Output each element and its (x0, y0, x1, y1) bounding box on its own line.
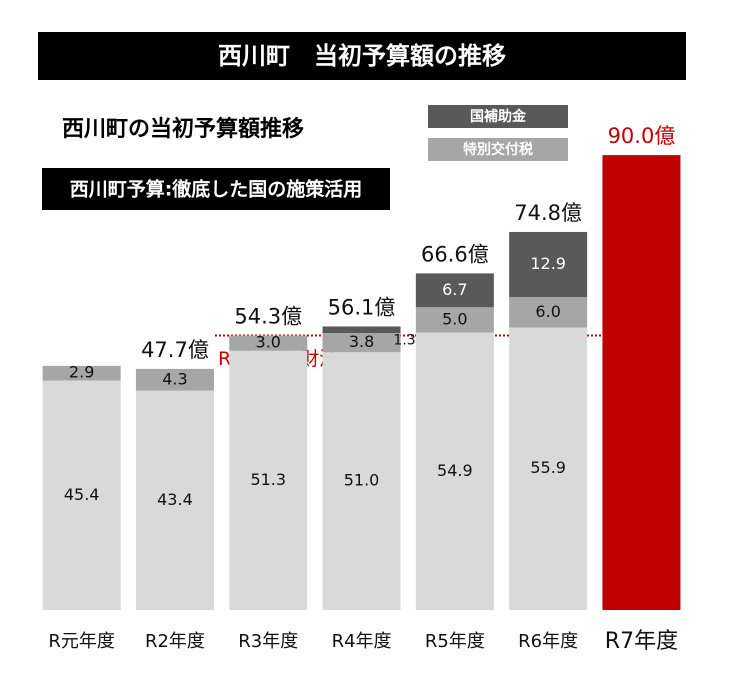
segment-label: 51.3 (250, 470, 286, 489)
segment-label: 45.4 (64, 485, 100, 504)
segment-label: 54.9 (437, 461, 473, 480)
segment-label: 55.9 (530, 458, 566, 477)
total-label: 56.1億 (328, 295, 396, 319)
segment-label: 4.3 (162, 369, 187, 388)
bar-segment (42, 380, 121, 610)
legend-label: 特別交付税 (463, 141, 533, 158)
bar-segment (135, 390, 214, 610)
legend-swatch (428, 105, 568, 128)
segment-label: 6.7 (442, 280, 467, 299)
bar-segment (229, 335, 308, 351)
segment-label: 6.0 (535, 302, 560, 321)
segment-label: 2.9 (69, 363, 94, 382)
banner-box (42, 168, 390, 210)
chart-title: 西川町 当初予算額の推移 (218, 42, 506, 70)
bar-segment (322, 352, 401, 610)
x-tick-label: R4年度 (332, 631, 392, 652)
bar-segment (229, 350, 308, 610)
banner-text: 西川町予算:徹底した国の施策活用 (70, 178, 363, 201)
bar-segment (42, 365, 121, 381)
segment-label: 43.4 (157, 490, 193, 509)
segment-label: 12.9 (530, 254, 566, 273)
segment-label: 3.0 (256, 333, 281, 352)
bar-segment (322, 326, 401, 334)
total-label: 66.6億 (421, 242, 489, 266)
bar-segment (135, 368, 214, 391)
x-tick-label: R6年度 (518, 631, 578, 652)
title-banner (38, 32, 686, 80)
legend-label: 国補助金 (470, 108, 527, 125)
x-tick-label: R2年度 (145, 631, 205, 652)
bar-segment (415, 332, 494, 610)
segment-label: 5.0 (442, 309, 467, 328)
x-tick-label: R5年度 (425, 631, 485, 652)
segment-label: 51.0 (344, 471, 380, 490)
total-label: 54.3億 (234, 305, 302, 329)
bar-segment (509, 231, 588, 298)
bar-segment (415, 273, 494, 308)
bar-segment (415, 307, 494, 333)
bar-segment (509, 327, 588, 610)
segment-label: 3.8 (349, 332, 374, 351)
bar-segment (602, 155, 681, 610)
x-tick-label: R7年度 (605, 629, 678, 654)
subtitle: 西川町の当初予算額推移 (62, 116, 304, 142)
total-label: 90.0億 (608, 124, 676, 148)
total-label: 74.8億 (514, 201, 582, 225)
x-tick-label: R3年度 (238, 631, 298, 652)
total-label: 47.7億 (141, 338, 209, 362)
x-tick-label: R元年度 (48, 631, 115, 652)
bar-segment (509, 297, 588, 328)
legend-swatch (428, 138, 568, 161)
segment-label: 1.3 (393, 332, 415, 348)
bar-segment (322, 333, 401, 353)
